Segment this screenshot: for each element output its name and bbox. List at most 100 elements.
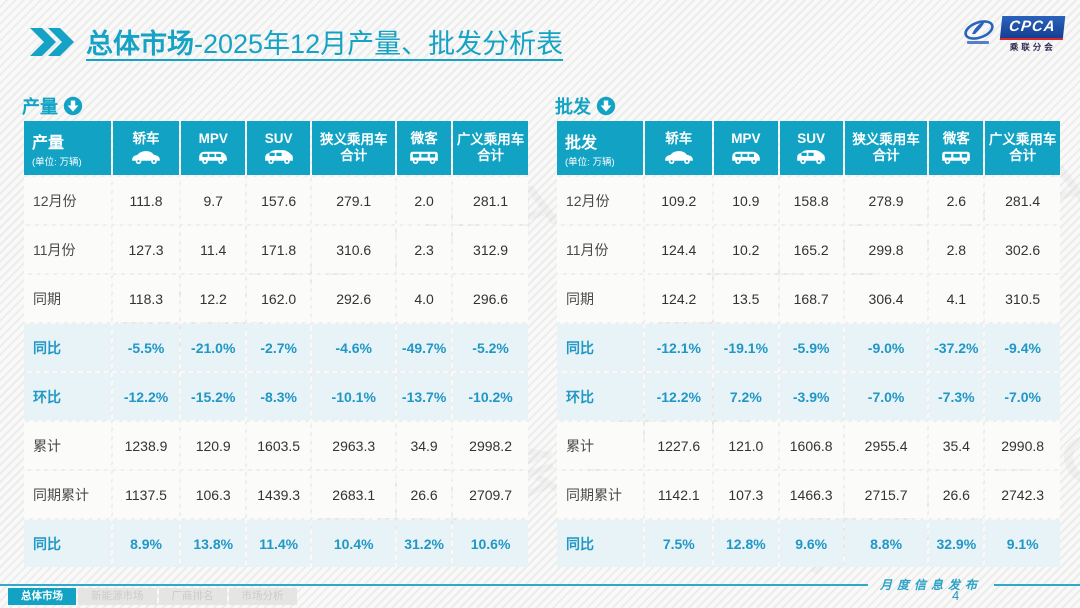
cell-value: 9.7 [181, 177, 245, 224]
cell-value: 1466.3 [779, 471, 843, 518]
cell-value: 10.4% [312, 520, 396, 567]
cell-value: 1137.5 [112, 471, 180, 518]
cell-value: 312.9 [453, 226, 528, 273]
cell-value: 35.4 [929, 422, 984, 469]
row-label: 同比 [24, 520, 111, 567]
cell-value: 31.2% [397, 520, 452, 567]
col-label: 狭义乘用车合计 [852, 132, 920, 163]
row-label: 同比 [557, 520, 644, 567]
row-label: 同期累计 [557, 471, 644, 518]
cell-value: -21.0% [181, 324, 245, 371]
row-label: 同期 [557, 275, 644, 322]
mpv-icon [732, 151, 760, 164]
wholesale-table: 批发 (单位: 万辆) 轿车 MPV SUV 狭义乘用车合计 [555, 119, 1062, 569]
cell-value: 9.6% [779, 520, 843, 567]
wholesale-header-row: 批发 (单位: 万辆) 轿车 MPV SUV 狭义乘用车合计 [557, 121, 1060, 175]
cell-value: 10.6% [453, 520, 528, 567]
cell-value: -7.0% [985, 373, 1060, 420]
cell-value: 8.8% [844, 520, 928, 567]
row-label: 环比 [24, 373, 111, 420]
col-label: 微客 [410, 131, 438, 147]
wholesale-header-label: 批发 (单位: 万辆) [557, 121, 644, 175]
cpca-logo: CPCA 乘联分会 [961, 16, 1066, 53]
col-label: 广义乘用车合计 [988, 132, 1057, 163]
cell-value: 12.8% [714, 520, 778, 567]
cell-value: 281.4 [985, 177, 1060, 224]
microvan-icon [410, 151, 438, 164]
cell-value: -12.2% [112, 373, 180, 420]
table-name: 批发 [565, 134, 598, 152]
row-label: 同比 [557, 324, 644, 371]
cell-value: 302.6 [985, 226, 1060, 273]
row-label: 12月份 [24, 177, 111, 224]
table-unit: (单位: 万辆) [32, 156, 82, 168]
production-section-head: 产量 [22, 94, 530, 118]
table-row: 同比 7.5% 12.8% 9.6% 8.8% 32.9% 9.1% [557, 520, 1060, 567]
cell-value: 9.1% [985, 520, 1060, 567]
col-header-mpv: MPV [181, 121, 245, 175]
table-row: 环比 -12.2% -15.2% -8.3% -10.1% -13.7% -10.2% [24, 373, 528, 420]
cell-value: 2955.4 [844, 422, 928, 469]
tab-oem-ranking[interactable]: 厂商排名 [158, 588, 227, 605]
table-row: 11月份 124.4 10.2 165.2 299.8 2.8 302.6 [557, 226, 1060, 273]
down-arrow-circle-icon [63, 96, 83, 116]
footer-rule: 月度信息发布 [0, 576, 1080, 593]
cell-value: 8.9% [112, 520, 180, 567]
col-label: 微客 [942, 131, 970, 147]
cell-value: 13.5 [714, 275, 778, 322]
wholesale-section-label: 批发 [555, 97, 591, 117]
cell-value: 306.4 [844, 275, 928, 322]
cell-value: 2990.8 [985, 422, 1060, 469]
col-header-mpv: MPV [714, 121, 778, 175]
table-row: 12月份 111.8 9.7 157.6 279.1 2.0 281.1 [24, 177, 528, 224]
bottom-nav: 总体市场 新能源市场 厂商排名 市场分析 [8, 588, 297, 605]
page-number: 4 [952, 588, 960, 603]
cell-value: 168.7 [779, 275, 843, 322]
col-label: 轿车 [665, 131, 693, 147]
table-row: 同比 -12.1% -19.1% -5.9% -9.0% -37.2% -9.4% [557, 324, 1060, 371]
cell-value: 281.1 [453, 177, 528, 224]
cell-value: -3.9% [779, 373, 843, 420]
row-label: 11月份 [24, 226, 111, 273]
cell-value: -19.1% [714, 324, 778, 371]
cell-value: -2.7% [246, 324, 311, 371]
row-label: 同期 [24, 275, 111, 322]
wholesale-table-body: 12月份 109.2 10.9 158.8 278.9 2.6 281.4 11月份 124.4… [557, 177, 1060, 567]
cell-value: 296.6 [453, 275, 528, 322]
cell-value: 310.6 [312, 226, 396, 273]
production-table: 产量 (单位: 万辆) 轿车 MPV SUV 狭义乘用车合计 [22, 119, 530, 569]
col-label: SUV [264, 131, 293, 147]
cell-value: 2715.7 [844, 471, 928, 518]
cell-value: 10.2 [714, 226, 778, 273]
cell-value: -7.0% [844, 373, 928, 420]
wholesale-section-head: 批发 [555, 94, 1062, 118]
col-label: MPV [198, 131, 228, 147]
col-header-broad-pv-total: 广义乘用车合计 [453, 121, 528, 175]
cell-value: -4.6% [312, 324, 396, 371]
wholesale-panel: 批发 批发 (单位: 万辆) 轿车 MPV [555, 94, 1062, 569]
page-title-rest: -2025年12月产量、批发分析表 [194, 29, 564, 59]
cpca-logo-name: 乘联分会 [1009, 42, 1056, 52]
cell-value: 12.2 [181, 275, 245, 322]
cell-value: 1142.1 [645, 471, 713, 518]
col-header-sedan: 轿车 [645, 121, 713, 175]
cell-value: 1603.5 [246, 422, 311, 469]
tab-market-analysis[interactable]: 市场分析 [228, 588, 297, 605]
suv-icon [797, 149, 825, 164]
cell-value: 279.1 [312, 177, 396, 224]
cell-value: -15.2% [181, 373, 245, 420]
cell-value: -10.1% [312, 373, 396, 420]
table-row: 累计 1238.9 120.9 1603.5 2963.3 34.9 2998.2 [24, 422, 528, 469]
col-label: 轿车 [132, 131, 160, 147]
row-label: 同比 [24, 324, 111, 371]
cell-value: 157.6 [246, 177, 311, 224]
col-header-sedan: 轿车 [112, 121, 180, 175]
cell-value: 4.1 [929, 275, 984, 322]
tab-nev-market[interactable]: 新能源市场 [78, 588, 157, 605]
table-row: 同比 8.9% 13.8% 11.4% 10.4% 31.2% 10.6% [24, 520, 528, 567]
production-header-row: 产量 (单位: 万辆) 轿车 MPV SUV 狭义乘用车合计 [24, 121, 528, 175]
table-name: 产量 [32, 134, 65, 152]
cell-value: -10.2% [453, 373, 528, 420]
cell-value: 2.3 [397, 226, 452, 273]
tab-overall-market[interactable]: 总体市场 [8, 588, 76, 605]
